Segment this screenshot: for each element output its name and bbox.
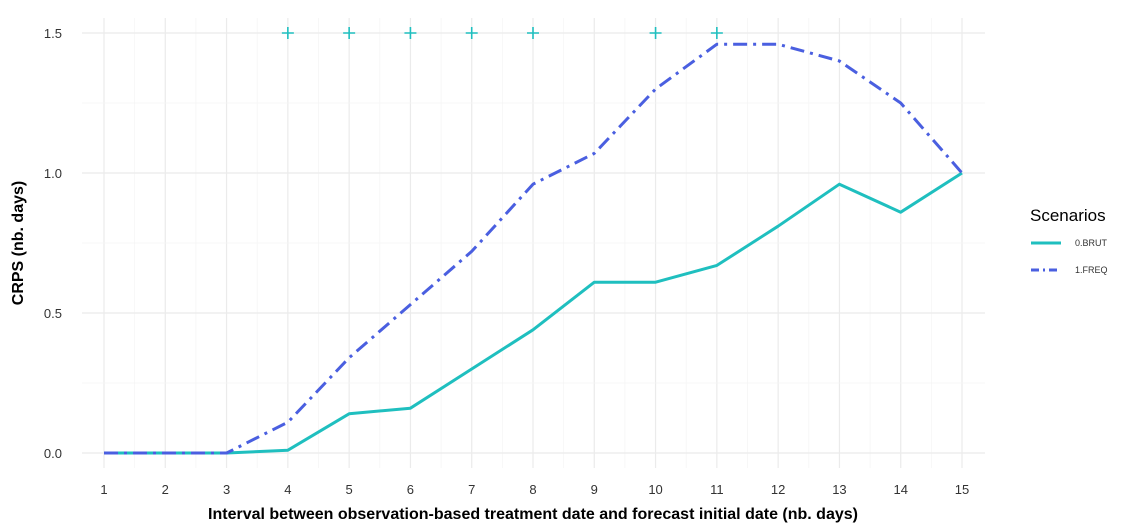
series-line-0 [104,171,963,455]
plus-marker [649,27,662,39]
x-tick-labels: 1 2 3 4 5 6 7 8 9 10 11 12 13 14 15 [100,482,969,497]
x-tick-label: 4 [284,482,291,497]
grid [82,18,985,468]
x-tick-label: 15 [955,482,969,497]
x-tick-label: 2 [162,482,169,497]
plus-marker [343,27,356,39]
series-line-1 [104,42,964,455]
x-axis-title: Interval between observation-based treat… [208,506,858,523]
x-tick-label: 1 [100,482,107,497]
y-tick-label: 1.0 [44,166,62,181]
x-tick-label: 3 [223,482,230,497]
legend-label-1: 1.FREQ [1075,265,1108,275]
x-tick-label: 12 [771,482,785,497]
x-tick-label: 10 [648,482,662,497]
x-tick-label: 7 [468,482,475,497]
legend: Scenarios 0.BRUT 1.FREQ [1030,206,1108,275]
significance-markers [281,27,723,39]
x-tick-label: 8 [529,482,536,497]
y-tick-label: 0.0 [44,446,62,461]
plus-marker [465,27,478,39]
plus-marker [710,27,723,39]
series-layer [104,42,964,455]
y-tick-labels: 0.0 0.5 1.0 1.5 [44,26,62,461]
y-tick-label: 0.5 [44,306,62,321]
plus-marker [281,27,294,39]
y-axis-title: CRPS (nb. days) [10,181,27,305]
x-tick-label: 14 [893,482,907,497]
x-tick-label: 5 [346,482,353,497]
legend-items: 0.BRUT 1.FREQ [1031,238,1108,275]
y-tick-label: 1.5 [44,26,62,41]
x-tick-label: 11 [710,482,724,497]
x-tick-label: 9 [591,482,598,497]
x-tick-label: 6 [407,482,414,497]
legend-title: Scenarios [1030,206,1106,225]
legend-label-0: 0.BRUT [1075,238,1108,248]
plus-marker [527,27,539,39]
plus-marker [404,27,417,39]
x-tick-label: 13 [832,482,846,497]
